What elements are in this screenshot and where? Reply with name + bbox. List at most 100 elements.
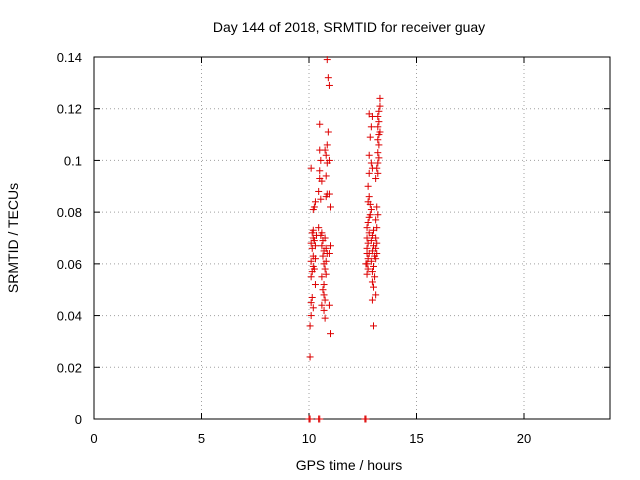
data-point [367, 237, 375, 245]
data-point [368, 268, 376, 276]
data-point [373, 203, 381, 211]
data-point [362, 415, 370, 423]
data-point [309, 226, 317, 234]
axis-ticks [93, 56, 610, 420]
data-point [324, 128, 332, 136]
y-tick-label: 0.12 [57, 102, 82, 117]
data-point [318, 273, 326, 281]
data-point [373, 224, 381, 232]
data-point [376, 94, 384, 102]
data-point [375, 107, 383, 115]
data-point [322, 270, 330, 278]
y-tick-label: 0.02 [57, 360, 82, 375]
data-point [373, 239, 381, 247]
data-point [309, 304, 317, 312]
data-point [374, 123, 382, 131]
data-point [322, 257, 330, 265]
data-point [325, 190, 333, 198]
data-point [363, 234, 371, 242]
data-point [311, 255, 319, 263]
data-point [327, 203, 334, 211]
data-point [321, 146, 329, 154]
x-tick-label: 0 [90, 431, 97, 446]
data-point [370, 283, 377, 291]
data-point [321, 314, 329, 322]
data-point [316, 415, 324, 423]
data-point [364, 218, 372, 226]
data-point [315, 187, 323, 195]
data-point [366, 133, 374, 141]
data-point [306, 415, 314, 423]
data-point [322, 244, 330, 252]
data-point [306, 322, 314, 330]
data-point [319, 252, 327, 260]
data-point [306, 353, 314, 361]
data-point [317, 156, 325, 164]
data-point [327, 242, 334, 250]
data-point [365, 151, 373, 159]
data-point [321, 296, 329, 304]
data-point [307, 299, 315, 307]
y-tick-label: 0.14 [57, 50, 82, 65]
data-point [320, 281, 328, 289]
data-point [321, 265, 329, 273]
data-point [318, 301, 326, 309]
data-point [324, 74, 332, 82]
data-point [307, 257, 315, 265]
data-point [372, 291, 380, 299]
data-point [316, 167, 324, 175]
data-point [321, 234, 329, 242]
data-point [317, 195, 325, 203]
data-point [368, 296, 376, 304]
data-point [376, 128, 384, 136]
data-point [367, 257, 375, 265]
data-point [325, 301, 333, 309]
data-point [311, 198, 319, 206]
plot-border [93, 56, 611, 420]
data-point [320, 291, 328, 299]
data-point [370, 322, 377, 330]
data-point [374, 169, 382, 177]
data-point [367, 123, 375, 131]
data-point [363, 224, 371, 232]
x-tick-label: 20 [517, 431, 531, 446]
x-axis-title: GPS time / hours [296, 457, 403, 473]
x-tick-label: 10 [302, 431, 316, 446]
data-point [307, 164, 315, 172]
y-tick-label: 0.1 [64, 153, 82, 168]
y-axis-title: SRMTID / TECUs [5, 183, 21, 293]
data-point [318, 177, 326, 185]
data-point [307, 273, 315, 281]
data-point [367, 159, 375, 167]
data-point [368, 278, 376, 286]
data-point [375, 154, 383, 162]
data-point [308, 293, 316, 301]
grid-lines [94, 57, 610, 419]
x-tick-label: 15 [409, 431, 423, 446]
data-point [310, 203, 318, 211]
data-point [372, 216, 380, 224]
data-point [365, 193, 373, 201]
data-point [372, 175, 380, 183]
y-tick-label: 0.04 [57, 309, 82, 324]
data-point [311, 242, 319, 250]
y-tick-labels: 0 0.02 0.04 0.06 0.08 0.1 0.12 0.14 [57, 50, 82, 427]
data-point [374, 159, 382, 167]
data-point [375, 118, 383, 126]
data-point [365, 169, 373, 177]
data-point [375, 141, 383, 149]
data-point [325, 250, 333, 258]
data-point [363, 270, 371, 278]
y-tick-label: 0 [75, 412, 82, 427]
data-point [374, 211, 382, 219]
data-point [318, 242, 326, 250]
data-point [364, 265, 372, 273]
data-point [311, 281, 319, 289]
data-point [367, 206, 375, 214]
data-point [366, 200, 374, 208]
data-point [320, 306, 328, 314]
y-tick-label: 0.06 [57, 257, 82, 272]
data-point [310, 265, 318, 273]
data-point [319, 286, 327, 294]
